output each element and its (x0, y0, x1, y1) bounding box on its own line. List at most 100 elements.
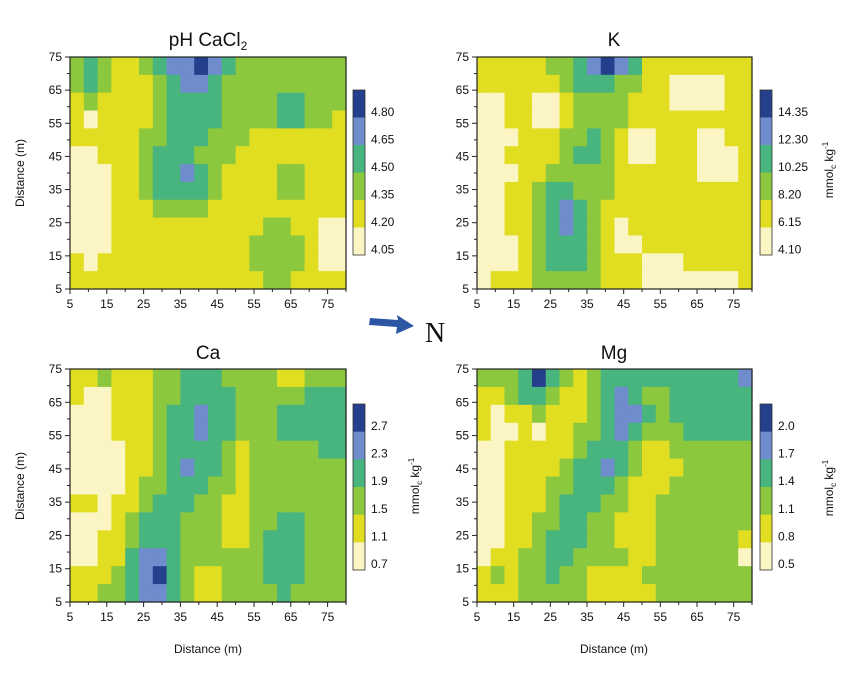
map-cell (235, 271, 250, 290)
map-cell (545, 476, 561, 496)
map-cell (290, 512, 306, 531)
map-cell (70, 110, 85, 129)
map-cell (477, 164, 492, 183)
map-cell (277, 146, 292, 165)
legend-swatch (353, 487, 365, 516)
y-tick-label: 5 (55, 595, 62, 609)
map-cell (290, 217, 306, 237)
map-cell (208, 271, 223, 290)
map-cell (724, 164, 739, 183)
map-cell (277, 199, 292, 219)
legend-swatch (760, 431, 772, 460)
map-cell (669, 512, 684, 531)
map-cell (97, 128, 112, 147)
map-cell (477, 271, 492, 290)
map-cell (490, 386, 506, 406)
map-cell (669, 386, 684, 406)
map-cell (545, 271, 561, 290)
map-cell (655, 404, 671, 424)
map-cell (738, 164, 753, 183)
map-cell (208, 512, 223, 531)
ylabel-ph: Distance (m) (13, 139, 27, 207)
map-cell (738, 494, 753, 513)
map-cell (111, 386, 126, 406)
map-cell (628, 57, 643, 76)
map-cell (559, 128, 574, 147)
map-cell (573, 92, 588, 112)
map-cell (304, 253, 319, 272)
map-cell (600, 217, 616, 237)
map-cell (139, 199, 154, 219)
map-cell (318, 164, 333, 183)
map-cell (600, 57, 616, 76)
map-cell (111, 164, 126, 183)
map-cell (70, 271, 85, 290)
map-cell (180, 476, 195, 496)
map-cell (125, 422, 140, 442)
y-tick-label: 75 (49, 50, 63, 64)
map-cell (111, 476, 126, 496)
map-cell (194, 494, 209, 513)
map-cell (532, 566, 547, 585)
map-cell (152, 164, 168, 183)
map-cell (477, 146, 492, 165)
map-cell (477, 512, 492, 531)
map-cell (573, 512, 588, 531)
map-cell (738, 271, 753, 290)
map-cell (111, 458, 126, 478)
map-cell (139, 386, 154, 406)
map-cell (152, 181, 168, 201)
map-cell (724, 440, 739, 460)
map-cell (152, 476, 168, 496)
map-cell (290, 128, 306, 147)
map-cell (166, 494, 181, 513)
map-cell (545, 128, 561, 147)
map-cell (532, 128, 547, 147)
map-cell (70, 146, 85, 165)
map-cell (504, 530, 519, 549)
map-cell (318, 57, 333, 76)
map-cell (111, 253, 126, 272)
map-cell (208, 181, 223, 201)
map-cell (559, 566, 574, 585)
map-cell (194, 74, 209, 94)
map-cell (532, 548, 547, 567)
map-cell (642, 404, 657, 424)
map-cell (152, 584, 168, 603)
map-cell (70, 422, 85, 442)
map-cell (97, 57, 112, 76)
map-cell (477, 404, 492, 424)
map-cell (111, 271, 126, 290)
map-cell (655, 235, 671, 254)
map-cell (194, 530, 209, 549)
map-cell (587, 458, 602, 478)
map-cell (70, 74, 85, 94)
map-cell (587, 181, 602, 201)
map-cell (208, 128, 223, 147)
map-cell (724, 548, 739, 567)
map-cell (504, 181, 519, 201)
map-cell (738, 74, 753, 94)
map-cell (277, 404, 292, 424)
map-cell (111, 566, 126, 585)
map-cell (614, 369, 629, 388)
map-cell (738, 217, 753, 237)
map-cell (545, 92, 561, 112)
map-cell (263, 181, 278, 201)
map-cell (152, 146, 168, 165)
map-cell (724, 566, 739, 585)
map-cell (628, 128, 643, 147)
map-cell (139, 369, 154, 388)
map-cell (697, 530, 712, 549)
map-cell (97, 494, 112, 513)
map-cell (83, 235, 99, 254)
map-cell (83, 74, 99, 94)
map-cell (724, 458, 739, 478)
x-tick-label: 75 (321, 610, 335, 624)
map-cell (166, 369, 181, 388)
x-tick-label: 65 (690, 610, 704, 624)
map-cell (545, 253, 561, 272)
map-cell (490, 548, 506, 567)
map-cell (111, 110, 126, 129)
